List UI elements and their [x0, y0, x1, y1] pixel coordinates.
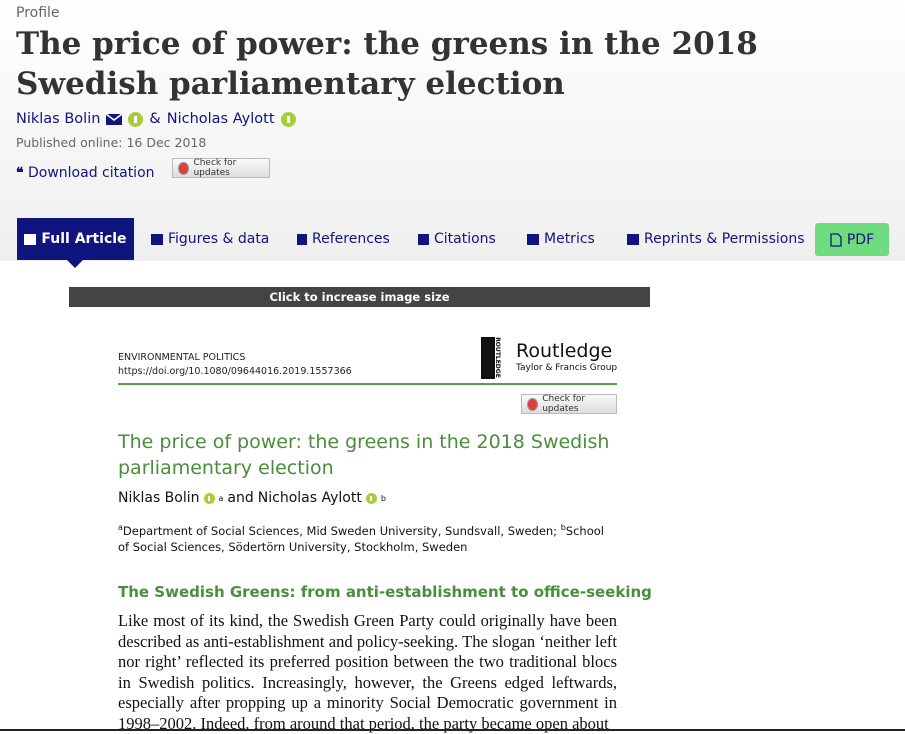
orcid-icon[interactable]: [128, 111, 144, 127]
author-sup: a: [218, 493, 224, 503]
preview-author: Niklas Bolin: [118, 490, 200, 506]
affiliation: School of Social Sciences, Södertörn Uni…: [118, 523, 604, 554]
header-rule: [118, 383, 617, 385]
pdf-button[interactable]: PDF: [815, 223, 889, 256]
download-citation[interactable]: ❝ Download citation: [16, 165, 155, 181]
author-link[interactable]: Nicholas Aylott: [166, 111, 275, 127]
orcid-icon: [203, 492, 215, 504]
type-label: Profile: [16, 5, 60, 21]
journal-name: ENVIRONMENTAL POLITICS: [118, 352, 246, 363]
publisher-logo: [481, 337, 511, 379]
check-updates-image: Check for updates: [521, 394, 617, 414]
tab-label: Figures & data: [168, 231, 270, 247]
publisher-name: Routledge: [516, 340, 613, 362]
publisher-subname: Taylor & Francis Group: [516, 363, 618, 373]
section-heading: The Swedish Greens: from anti-establishm…: [118, 583, 652, 601]
preview-authors: Niklas Bolin a and Nicholas Aylott b: [118, 490, 386, 506]
check-updates-text: Check for updates: [542, 394, 586, 414]
check-updates-button[interactable]: Check for updates: [172, 158, 270, 178]
tab[interactable]: Metrics: [527, 218, 595, 260]
orcid-icon[interactable]: [280, 111, 296, 127]
bottom-border: [0, 729, 905, 731]
tab[interactable]: Reprints & Permissions: [627, 218, 805, 260]
tab-label: Citations: [434, 231, 496, 247]
affiliations: aDepartment of Social Sciences, Mid Swed…: [118, 520, 618, 555]
tab-label: Reprints & Permissions: [644, 231, 805, 247]
header-area: [0, 0, 905, 261]
article-title: The price of power: the greens in the 20…: [16, 26, 758, 102]
publisher-vertical: ROUTLEDGE: [493, 337, 501, 378]
tab[interactable]: Full Article: [17, 218, 134, 268]
author-list: Niklas Bolin & Nicholas Aylott: [16, 111, 296, 127]
tab-label: Metrics: [544, 231, 595, 247]
email-icon[interactable]: [106, 113, 123, 125]
author-separator: and: [227, 490, 254, 506]
body-paragraph: Like most of its kind, the Swedish Green…: [118, 611, 617, 733]
published-date: Published online: 16 Dec 2018: [16, 135, 207, 150]
preview-author: Nicholas Aylott: [257, 490, 362, 506]
tab-label: Full Article: [41, 231, 127, 247]
orcid-icon: [365, 492, 377, 504]
doi: https://doi.org/10.1080/09644016.2019.15…: [118, 366, 352, 377]
tab[interactable]: References: [297, 218, 390, 260]
affiliation-sup: b: [560, 523, 566, 532]
pdf-icon: [830, 232, 842, 247]
author-link[interactable]: Niklas Bolin: [16, 111, 101, 127]
tab-label: PDF: [846, 231, 875, 248]
author-separator: &: [149, 111, 161, 127]
tab[interactable]: Figures & data: [151, 218, 269, 260]
image-size-banner[interactable]: Click to increase image size: [69, 287, 650, 307]
affiliation: Department of Social Sciences, Mid Swede…: [122, 523, 558, 538]
preview-title: The price of power: the greens in the 20…: [118, 431, 610, 479]
download-citation-text: Download citation: [28, 165, 155, 181]
tab-label: References: [312, 231, 390, 247]
tab[interactable]: Citations: [418, 218, 496, 260]
check-updates-text: Check for updates: [193, 158, 237, 178]
affiliation-sup: a: [118, 523, 123, 532]
author-sup: b: [380, 493, 386, 503]
